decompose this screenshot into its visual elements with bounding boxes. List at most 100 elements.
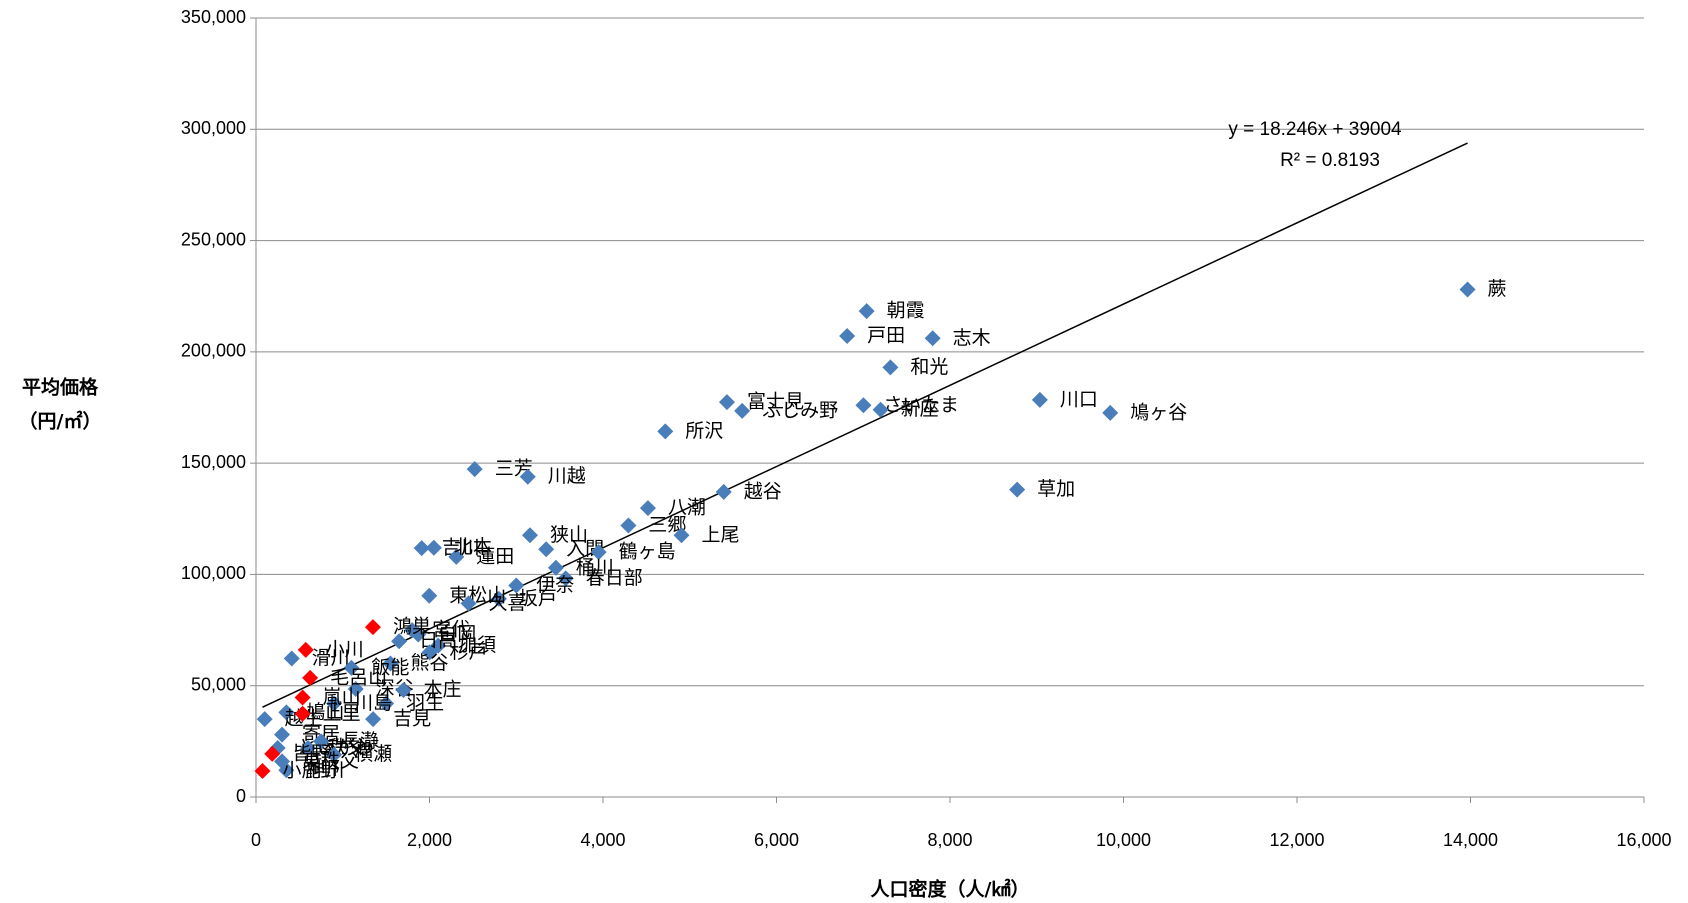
data-point: [620, 517, 637, 534]
data-point: [715, 483, 732, 500]
x-tick-label: 0: [251, 830, 261, 850]
y-tick-label: 100,000: [181, 563, 246, 583]
y-axis-title: （円/㎡）: [19, 410, 102, 433]
data-point: [343, 659, 360, 676]
point-label: 飯能: [371, 656, 409, 678]
data-point: [326, 695, 343, 712]
data-point: [313, 733, 330, 750]
data-point: [413, 540, 430, 557]
data-point: [254, 762, 271, 779]
data-point: [521, 527, 538, 544]
point-label: 新座: [901, 398, 939, 420]
point-label: 蓮田: [476, 545, 514, 567]
x-axis-title: 人口密度（人/㎢）: [871, 878, 1030, 901]
point-label: 富士見: [747, 391, 804, 413]
data-point: [718, 394, 735, 411]
data-point: [283, 650, 300, 667]
data-point: [395, 682, 412, 699]
point-label: 鴻巣: [393, 616, 431, 638]
data-point: [365, 711, 382, 728]
data-point: [872, 401, 889, 418]
data-point: [274, 726, 291, 743]
point-label: 朝霞: [887, 300, 925, 322]
data-point: [508, 577, 525, 594]
data-point: [855, 397, 872, 414]
data-point: [278, 704, 295, 721]
point-label: 戸田: [867, 325, 905, 347]
point-label: 久喜: [489, 592, 527, 614]
data-point: [460, 595, 477, 612]
point-label: 草加: [1037, 478, 1075, 500]
point-label: 神川: [306, 759, 344, 781]
x-tick-label: 10,000: [1096, 830, 1151, 850]
y-tick-label: 250,000: [181, 229, 246, 249]
point-label: 鶴ヶ島: [619, 541, 676, 563]
data-point: [448, 548, 465, 565]
point-label: 東秩父: [302, 750, 359, 772]
data-point: [274, 753, 291, 770]
x-tick-label: 4,000: [580, 830, 625, 850]
point-label: 吉見: [393, 708, 431, 730]
point-label: 志木: [953, 327, 991, 349]
x-tick-label: 12,000: [1269, 830, 1324, 850]
point-label: 鳩山: [306, 701, 344, 723]
point-label: 小鹿野: [283, 759, 340, 781]
point-label: 川島: [354, 692, 392, 714]
y-tick-label: 0: [236, 786, 246, 806]
y-tick-label: 200,000: [181, 341, 246, 361]
data-point: [297, 641, 314, 658]
data-point: [1009, 481, 1026, 498]
data-point: [294, 689, 311, 706]
data-point: [639, 500, 656, 517]
data-point: [1459, 281, 1476, 298]
data-point: [421, 587, 438, 604]
data-point: [547, 559, 564, 576]
point-label: 北本: [454, 536, 492, 558]
point-label: 川口: [1060, 388, 1098, 410]
point-label: 宮代: [432, 619, 470, 641]
point-label: 春日部: [586, 567, 643, 589]
y-tick-label: 300,000: [181, 118, 246, 138]
trendline-r2: R² = 0.8193: [1280, 150, 1380, 171]
point-label: 和光: [910, 356, 948, 378]
point-label: 八潮: [668, 497, 706, 519]
x-tick-label: 16,000: [1616, 830, 1671, 850]
data-point: [391, 633, 408, 650]
x-tick-label: 14,000: [1443, 830, 1498, 850]
point-label: 所沢: [685, 420, 723, 442]
data-point: [466, 461, 483, 478]
data-point: [557, 570, 574, 587]
x-tick-label: 8,000: [927, 830, 972, 850]
y-axis-title: 平均価格: [22, 376, 99, 399]
point-label: 杉戸: [450, 641, 488, 663]
data-point: [300, 740, 317, 757]
point-label: 三郷: [648, 514, 686, 536]
point-label: 皆野: [292, 742, 330, 764]
data-point: [264, 745, 281, 762]
data-point: [673, 527, 690, 544]
data-point: [425, 539, 442, 556]
data-point: [858, 303, 875, 320]
data-point: [490, 590, 507, 607]
y-tick-label: 50,000: [191, 674, 246, 694]
point-label: 上里: [323, 702, 361, 724]
point-label: 長瀞: [341, 730, 379, 752]
data-point: [256, 711, 273, 728]
data-point: [421, 644, 438, 661]
point-label: 伊奈: [536, 574, 574, 596]
data-point: [734, 402, 751, 419]
data-point: [410, 626, 427, 643]
data-point: [364, 619, 381, 636]
data-point: [382, 655, 399, 672]
point-label: 狭山: [550, 524, 588, 546]
data-point: [924, 330, 941, 347]
point-label: 羽生: [406, 692, 444, 714]
point-label: 鳩ヶ谷: [1130, 401, 1187, 423]
point-label: 川越: [548, 465, 586, 487]
data-point: [839, 328, 856, 345]
data-point: [326, 746, 343, 763]
data-point: [1031, 391, 1048, 408]
point-label: 熊谷: [410, 652, 448, 674]
data-point: [657, 423, 674, 440]
point-label: 毛呂山: [330, 666, 387, 688]
